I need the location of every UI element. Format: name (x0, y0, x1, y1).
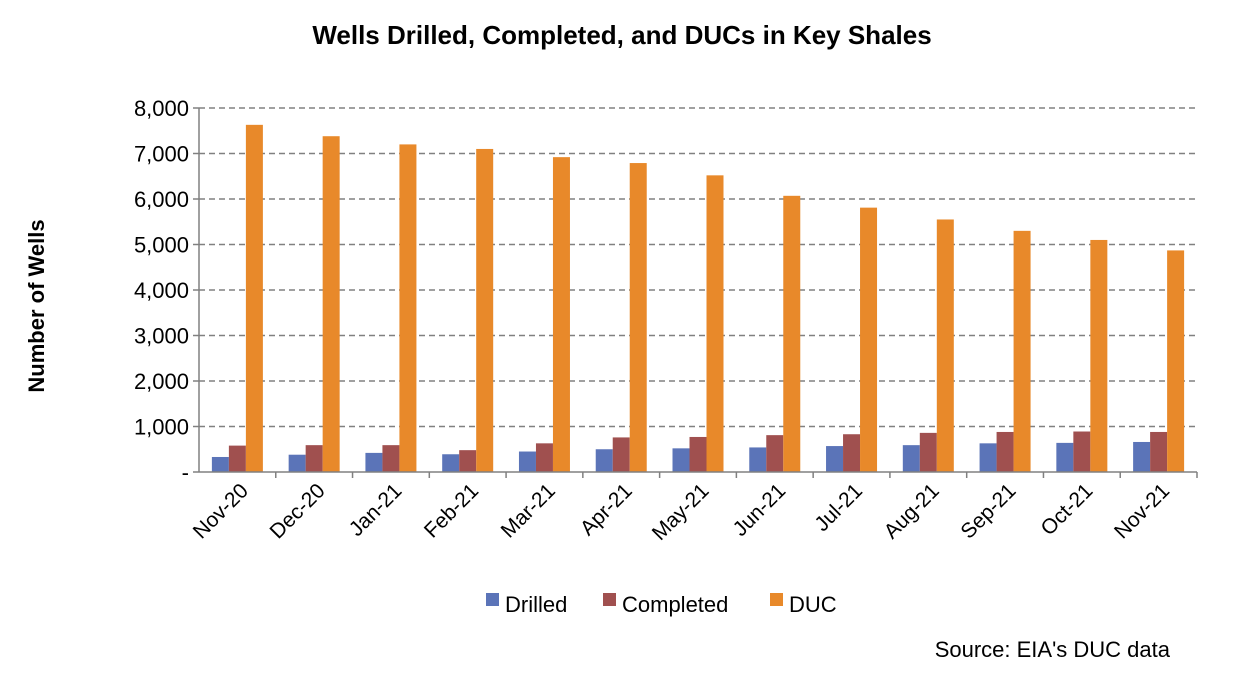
legend-label-duc: DUC (789, 592, 837, 617)
bar-drilled-may-21 (672, 448, 690, 472)
bar-drilled-apr-21 (595, 449, 613, 472)
bar-duc-sep-21 (1013, 230, 1031, 472)
legend-label-drilled: Drilled (505, 592, 567, 617)
bar-completed-aug-21 (919, 432, 937, 472)
x-tick-label: May-21 (648, 479, 714, 545)
legend-label-completed: Completed (622, 592, 728, 617)
x-tick-label: Nov-21 (1110, 479, 1174, 543)
bar-drilled-sep-21 (979, 443, 997, 472)
bar-drilled-nov-21 (1133, 441, 1151, 472)
legend-swatch-duc (770, 593, 783, 606)
bar-duc-apr-21 (629, 163, 647, 472)
chart-title: Wells Drilled, Completed, and DUCs in Ke… (312, 20, 931, 50)
bar-completed-dec-20 (305, 445, 323, 472)
x-tick-label: Sep-21 (956, 479, 1020, 543)
bar-completed-sep-21 (996, 431, 1014, 472)
bar-completed-jun-21 (766, 435, 784, 472)
y-axis-label: Number of Wells (24, 219, 49, 392)
bar-completed-feb-21 (459, 450, 477, 472)
bar-completed-nov-21 (1150, 431, 1168, 472)
y-axis-ticks: - 1,000 2,000 3,000 4,000 5,000 6,000 7,000 8,00… (134, 96, 189, 485)
bar-completed-mar-21 (535, 443, 553, 472)
bar-duc-jul-21 (860, 207, 878, 472)
bar-duc-feb-21 (476, 148, 494, 472)
bar-completed-nov-20 (228, 445, 246, 472)
bar-duc-oct-21 (1090, 239, 1108, 472)
y-tick-label: 8,000 (134, 96, 189, 121)
bar-completed-apr-21 (612, 437, 630, 472)
bar-completed-jul-21 (843, 434, 861, 472)
bar-completed-jan-21 (382, 445, 400, 472)
y-tick-label: 7,000 (134, 142, 189, 167)
bar-drilled-oct-21 (1056, 442, 1074, 472)
axes (193, 107, 1198, 478)
x-axis-ticks: Nov-20 Dec-20 Jan-21 Feb-21 Mar-21 Apr-21 May-… (189, 479, 1174, 545)
x-tick-label: Apr-21 (576, 479, 637, 540)
bar-duc-aug-21 (936, 219, 954, 472)
x-tick-label: Aug-21 (880, 479, 944, 543)
bar-drilled-jun-21 (749, 447, 767, 472)
gridlines (199, 107, 1197, 428)
x-tick-label: Jun-21 (729, 479, 791, 541)
bar-drilled-jan-21 (365, 452, 383, 472)
x-tick-label: Jan-21 (345, 479, 407, 541)
y-tick-label: 4,000 (134, 278, 189, 303)
bar-duc-jun-21 (783, 195, 801, 472)
x-tick-label: Mar-21 (497, 479, 560, 542)
x-tick-label: Dec-20 (266, 479, 330, 543)
bar-drilled-dec-20 (288, 454, 306, 472)
bar-duc-nov-20 (245, 124, 263, 473)
bar-duc-jan-21 (399, 144, 417, 472)
y-tick-label: 1,000 (134, 415, 189, 440)
bar-duc-nov-21 (1167, 250, 1185, 472)
source-note: Source: EIA's DUC data (935, 637, 1171, 662)
bars (211, 124, 1185, 473)
y-tick-label: 5,000 (134, 233, 189, 258)
bar-drilled-nov-20 (211, 456, 229, 472)
legend: Drilled Completed DUC (486, 592, 837, 617)
y-tick-label: 3,000 (134, 324, 189, 349)
x-tick-label: Nov-20 (189, 479, 253, 543)
y-tick-label: 6,000 (134, 187, 189, 212)
bar-drilled-jul-21 (826, 446, 844, 472)
bar-drilled-feb-21 (442, 454, 460, 472)
bar-drilled-aug-21 (902, 445, 920, 472)
legend-swatch-completed (603, 593, 616, 606)
y-tick-label: - (182, 460, 189, 485)
bar-duc-dec-20 (322, 136, 340, 472)
bar-completed-may-21 (689, 436, 707, 472)
x-tick-label: Oct-21 (1037, 479, 1098, 540)
legend-swatch-drilled (486, 593, 499, 606)
bar-completed-oct-21 (1073, 431, 1091, 472)
x-tick-label: Jul-21 (810, 479, 867, 536)
bar-drilled-mar-21 (518, 451, 536, 472)
y-tick-label: 2,000 (134, 369, 189, 394)
bar-duc-mar-21 (552, 157, 570, 472)
bar-duc-may-21 (706, 175, 724, 472)
x-tick-label: Feb-21 (420, 479, 483, 542)
